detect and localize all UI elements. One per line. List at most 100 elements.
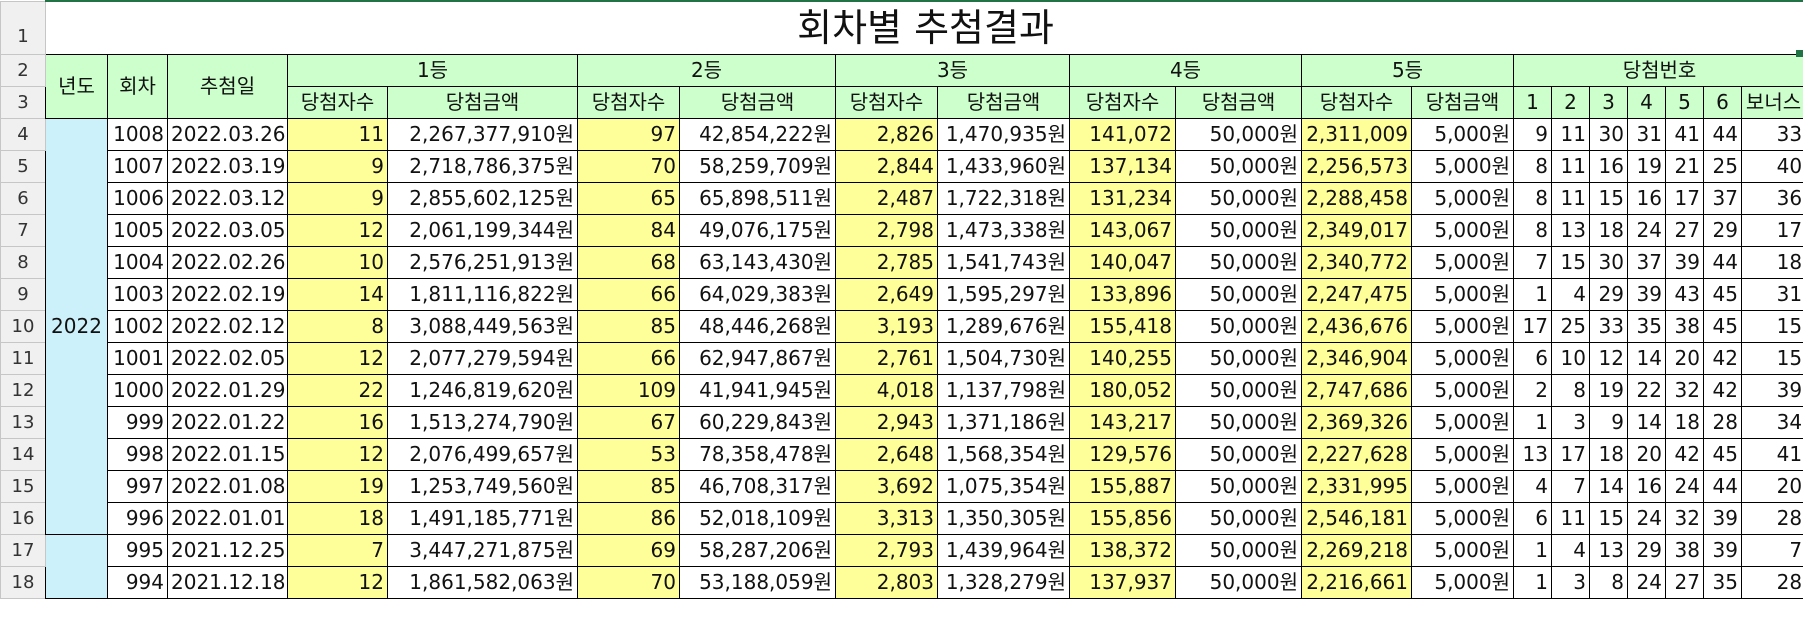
prize2-winners-cell[interactable]: 70 [577, 566, 680, 599]
number-6-cell[interactable]: 29 [1703, 214, 1742, 247]
number-5-cell[interactable]: 41 [1665, 118, 1704, 151]
prize2-amount-cell[interactable]: 41,941,945원 [679, 374, 836, 407]
number-2-cell[interactable]: 17 [1551, 438, 1590, 471]
header-winning-numbers[interactable]: 당첨번호 [1512, 54, 1803, 87]
number-4-cell[interactable]: 16 [1627, 182, 1666, 215]
prize3-winners-cell[interactable]: 4,018 [835, 374, 938, 407]
prize3-amount-cell[interactable]: 1,541,743원 [937, 246, 1070, 279]
number-1-cell[interactable]: 4 [1513, 470, 1552, 503]
prize2-amount-cell[interactable]: 42,854,222원 [679, 118, 836, 151]
number-4-cell[interactable]: 24 [1627, 502, 1666, 535]
header-number-4[interactable]: 4 [1627, 86, 1666, 119]
prize5-winners-cell[interactable]: 2,369,326 [1301, 406, 1412, 439]
round-cell[interactable]: 1005 [107, 214, 168, 247]
year-cell[interactable]: 2022 [45, 118, 108, 535]
header-winners-count[interactable]: 당첨자수 [835, 86, 938, 119]
bonus-cell[interactable]: 41 [1740, 438, 1803, 471]
prize1-amount-cell[interactable]: 1,513,274,790원 [387, 406, 578, 439]
number-1-cell[interactable]: 2 [1513, 374, 1552, 407]
header-prize-amount[interactable]: 당첨금액 [1411, 86, 1514, 119]
row-header[interactable]: 5 [0, 150, 46, 183]
row-header[interactable]: 9 [0, 278, 46, 311]
prize1-winners-cell[interactable]: 8 [287, 310, 388, 343]
prize1-winners-cell[interactable]: 11 [287, 118, 388, 151]
number-5-cell[interactable]: 27 [1665, 214, 1704, 247]
header-winners-count[interactable]: 당첨자수 [287, 86, 388, 119]
prize1-amount-cell[interactable]: 2,576,251,913원 [387, 246, 578, 279]
number-6-cell[interactable]: 28 [1703, 406, 1742, 439]
round-cell[interactable]: 998 [107, 438, 168, 471]
row-header[interactable]: 18 [0, 566, 46, 599]
header-prize-amount[interactable]: 당첨금액 [387, 86, 578, 119]
number-3-cell[interactable]: 18 [1589, 214, 1628, 247]
number-5-cell[interactable]: 32 [1665, 502, 1704, 535]
round-cell[interactable]: 1002 [107, 310, 168, 343]
prize4-winners-cell[interactable]: 143,217 [1069, 406, 1176, 439]
row-header[interactable]: 10 [0, 310, 46, 343]
number-2-cell[interactable]: 4 [1551, 278, 1590, 311]
prize3-winners-cell[interactable]: 2,648 [835, 438, 938, 471]
number-2-cell[interactable]: 11 [1551, 150, 1590, 183]
draw-date-cell[interactable]: 2022.02.12 [167, 310, 288, 343]
prize5-winners-cell[interactable]: 2,247,475 [1301, 278, 1412, 311]
number-4-cell[interactable]: 20 [1627, 438, 1666, 471]
prize4-amount-cell[interactable]: 50,000원 [1175, 534, 1302, 567]
prize3-amount-cell[interactable]: 1,433,960원 [937, 150, 1070, 183]
number-2-cell[interactable]: 13 [1551, 214, 1590, 247]
number-4-cell[interactable]: 14 [1627, 342, 1666, 375]
header-prize-amount[interactable]: 당첨금액 [679, 86, 836, 119]
header-prize-amount[interactable]: 당첨금액 [937, 86, 1070, 119]
prize5-amount-cell[interactable]: 5,000원 [1411, 438, 1514, 471]
row-header[interactable]: 15 [0, 470, 46, 503]
row-header[interactable]: 13 [0, 406, 46, 439]
header-prize-1[interactable]: 1등 [287, 54, 578, 87]
header-number-3[interactable]: 3 [1589, 86, 1628, 119]
number-3-cell[interactable]: 30 [1589, 118, 1628, 151]
draw-date-cell[interactable]: 2022.03.26 [167, 118, 288, 151]
prize1-winners-cell[interactable]: 9 [287, 150, 388, 183]
header-prize-3[interactable]: 3등 [835, 54, 1070, 87]
number-3-cell[interactable]: 9 [1589, 406, 1628, 439]
prize5-amount-cell[interactable]: 5,000원 [1411, 278, 1514, 311]
prize3-winners-cell[interactable]: 2,785 [835, 246, 938, 279]
number-5-cell[interactable]: 32 [1665, 374, 1704, 407]
header-prize-amount[interactable]: 당첨금액 [1175, 86, 1302, 119]
header-number-5[interactable]: 5 [1665, 86, 1704, 119]
prize5-amount-cell[interactable]: 5,000원 [1411, 182, 1514, 215]
number-2-cell[interactable]: 15 [1551, 246, 1590, 279]
prize1-winners-cell[interactable]: 12 [287, 438, 388, 471]
number-5-cell[interactable]: 21 [1665, 150, 1704, 183]
prize3-winners-cell[interactable]: 2,793 [835, 534, 938, 567]
draw-date-cell[interactable]: 2022.02.26 [167, 246, 288, 279]
number-5-cell[interactable]: 39 [1665, 246, 1704, 279]
prize1-amount-cell[interactable]: 2,077,279,594원 [387, 342, 578, 375]
prize5-winners-cell[interactable]: 2,340,772 [1301, 246, 1412, 279]
number-6-cell[interactable]: 39 [1703, 534, 1742, 567]
prize5-amount-cell[interactable]: 5,000원 [1411, 150, 1514, 183]
number-1-cell[interactable]: 6 [1513, 502, 1552, 535]
row-header[interactable]: 14 [0, 438, 46, 471]
number-4-cell[interactable]: 29 [1627, 534, 1666, 567]
prize3-winners-cell[interactable]: 3,692 [835, 470, 938, 503]
prize2-amount-cell[interactable]: 63,143,430원 [679, 246, 836, 279]
prize4-winners-cell[interactable]: 143,067 [1069, 214, 1176, 247]
prize4-amount-cell[interactable]: 50,000원 [1175, 310, 1302, 343]
row-header[interactable]: 3 [0, 86, 46, 119]
header-draw-date[interactable]: 추첨일 [167, 54, 288, 119]
sheet-title[interactable]: 회차별 추첨결과 [44, 0, 1803, 55]
number-3-cell[interactable]: 12 [1589, 342, 1628, 375]
prize1-amount-cell[interactable]: 3,447,271,875원 [387, 534, 578, 567]
row-header[interactable]: 1 [0, 0, 46, 55]
number-1-cell[interactable]: 9 [1513, 118, 1552, 151]
prize5-winners-cell[interactable]: 2,269,218 [1301, 534, 1412, 567]
draw-date-cell[interactable]: 2022.01.29 [167, 374, 288, 407]
prize2-winners-cell[interactable]: 68 [577, 246, 680, 279]
number-4-cell[interactable]: 19 [1627, 150, 1666, 183]
number-1-cell[interactable]: 8 [1513, 182, 1552, 215]
header-winners-count[interactable]: 당첨자수 [1301, 86, 1412, 119]
prize3-winners-cell[interactable]: 2,803 [835, 566, 938, 599]
number-3-cell[interactable]: 19 [1589, 374, 1628, 407]
number-5-cell[interactable]: 17 [1665, 182, 1704, 215]
prize3-amount-cell[interactable]: 1,473,338원 [937, 214, 1070, 247]
prize2-winners-cell[interactable]: 86 [577, 502, 680, 535]
